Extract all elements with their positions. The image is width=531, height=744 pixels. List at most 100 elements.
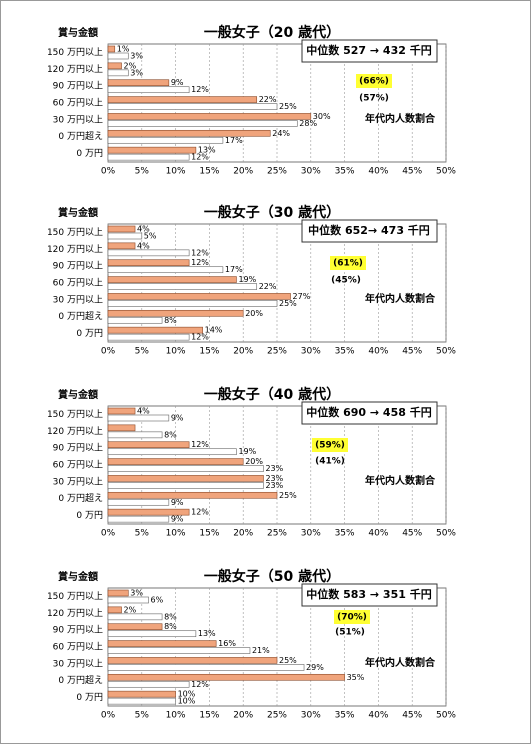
data-label: 12% — [191, 153, 209, 162]
bar — [107, 482, 264, 489]
x-tick-label: 25% — [267, 347, 287, 357]
y-tick-label: 120 万円以上 — [47, 64, 103, 75]
bar — [107, 232, 143, 240]
data-label: 23% — [265, 481, 283, 490]
bar — [107, 86, 190, 94]
x-tick-label: 20% — [233, 711, 253, 721]
annotation: (61%) — [333, 259, 363, 269]
x-tick-label: 35% — [335, 347, 355, 357]
y-tick-label: 90 万円以上 — [53, 261, 103, 272]
x-tick-label: 15% — [199, 167, 219, 177]
chart-panel: 一般女子（30 歳代） 賞与金額 0% 5% 10% 15% 20% 25% 30% 35% 40%… — [47, 204, 456, 357]
bar — [107, 589, 129, 597]
bar — [107, 45, 116, 53]
bar — [107, 96, 258, 103]
bar — [107, 606, 122, 614]
data-label: 4% — [137, 241, 150, 250]
y-axis-title: 賞与金額 — [58, 206, 98, 219]
x-tick-label: 20% — [233, 347, 253, 357]
y-tick-label: 90 万円以上 — [53, 81, 103, 92]
y-tick-label: 60 万円以上 — [53, 460, 103, 471]
bar — [107, 630, 197, 638]
annotation: (57%) — [359, 94, 389, 104]
annotation-highlight — [334, 610, 370, 624]
bar — [107, 146, 197, 154]
x-tick-label: 50% — [436, 347, 456, 357]
median-text: 中位数 652→ 473 千円 — [308, 223, 430, 237]
data-label: 10% — [178, 690, 196, 699]
data-label: 12% — [191, 333, 209, 342]
x-tick-label: 30% — [301, 711, 321, 721]
y-axis-title: 賞与金額 — [58, 570, 98, 583]
median-text: 中位数 583 → 351 千円 — [306, 587, 431, 601]
annotation: (51%) — [335, 628, 365, 638]
data-label: 10% — [178, 697, 196, 706]
bar — [107, 690, 176, 698]
x-tick-label: 15% — [199, 711, 219, 721]
bar — [107, 448, 237, 456]
bar — [107, 300, 278, 307]
data-label: 4% — [137, 407, 150, 416]
annotation: (66%) — [359, 77, 389, 87]
y-tick-label: 0 万円超え — [58, 492, 103, 504]
bar — [107, 498, 170, 506]
data-label: 9% — [171, 414, 184, 423]
y-tick-label: 0 万円超え — [58, 130, 103, 142]
y-tick-label: 0 万円 — [76, 510, 103, 521]
bar — [107, 640, 217, 647]
data-label: 20% — [245, 457, 263, 466]
y-tick-label: 120 万円以上 — [47, 608, 103, 619]
y-tick-label: 30 万円以上 — [53, 294, 103, 305]
data-label: 22% — [259, 95, 277, 104]
data-label: 12% — [191, 680, 209, 689]
bar — [107, 276, 237, 283]
x-tick-label: 45% — [402, 529, 422, 539]
x-tick-label: 10% — [166, 347, 186, 357]
x-tick-label: 35% — [335, 711, 355, 721]
x-tick-label: 25% — [267, 529, 287, 539]
bar — [107, 647, 251, 654]
y-tick-label: 90 万円以上 — [53, 443, 103, 454]
x-tick-label: 20% — [233, 167, 253, 177]
x-tick-label: 10% — [166, 529, 186, 539]
y-tick-label: 0 万円 — [76, 148, 103, 159]
x-tick-label: 30% — [301, 347, 321, 357]
x-tick-label: 40% — [368, 529, 388, 539]
bar — [107, 441, 190, 449]
y-tick-label: 0 万円 — [76, 328, 103, 339]
median-box — [301, 39, 438, 63]
x-tick-label: 50% — [436, 167, 456, 177]
data-label: 8% — [164, 316, 177, 325]
data-label: 12% — [191, 258, 209, 267]
bar — [107, 316, 163, 324]
bar — [107, 283, 258, 290]
bar — [107, 120, 298, 127]
x-tick-label: 15% — [199, 347, 219, 357]
bar — [107, 62, 122, 70]
x-tick-label: 10% — [166, 167, 186, 177]
x-tick-label: 0% — [101, 529, 116, 539]
median-text: 中位数 690 → 458 千円 — [306, 405, 431, 419]
x-tick-label: 30% — [301, 167, 321, 177]
x-tick-label: 0% — [101, 167, 116, 177]
x-tick-label: 40% — [368, 711, 388, 721]
data-label: 12% — [191, 248, 209, 257]
x-tick-label: 50% — [436, 529, 456, 539]
data-label: 3% — [130, 589, 143, 598]
y-tick-label: 150 万円以上 — [47, 227, 103, 238]
data-label: 17% — [225, 136, 243, 145]
bar — [107, 465, 264, 472]
bar — [107, 613, 163, 621]
data-label: 8% — [164, 622, 177, 631]
annotation-highlight — [330, 256, 366, 270]
data-label: 25% — [279, 102, 297, 111]
x-tick-label: 45% — [402, 347, 422, 357]
annotation: (59%) — [315, 441, 345, 451]
data-label: 35% — [347, 673, 365, 682]
chart-panel: 一般女子（40 歳代） 賞与金額 0% 5% 10% 15% 20% 25% 30% 35% 40%… — [47, 386, 456, 539]
x-tick-label: 5% — [135, 347, 150, 357]
y-tick-label: 60 万円以上 — [53, 642, 103, 653]
bar — [107, 673, 345, 681]
data-label: 14% — [205, 326, 223, 335]
